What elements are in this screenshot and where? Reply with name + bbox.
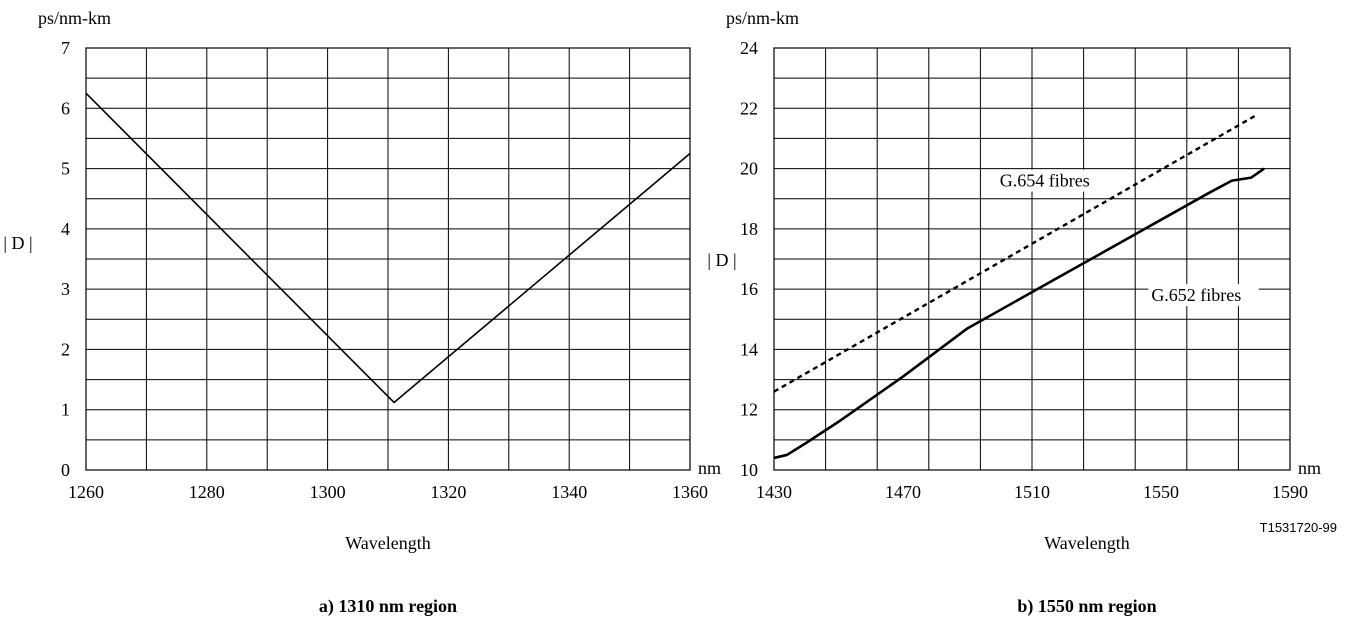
b-line-g-652-fibres (773, 167, 1265, 460)
b-x-tick-label: 1550 (1143, 482, 1179, 502)
b-series-label: G.652 fibres (1151, 285, 1241, 305)
b-y-axis-label: | D | (707, 250, 736, 270)
a-y-tick-label: 0 (61, 460, 70, 480)
b-x-tick-label: 1430 (756, 482, 792, 502)
b-x-tick-label: 1510 (1014, 482, 1050, 502)
b-label-bg (996, 169, 1108, 192)
b-label-bg (1148, 284, 1259, 307)
b-y-tick-label: 14 (740, 339, 758, 359)
a-y-tick-label: 1 (61, 400, 70, 420)
a-x-tick-label: 1360 (672, 482, 708, 502)
a-y-tick-label: 4 (61, 219, 70, 239)
a-y-tick-label: 5 (61, 159, 70, 179)
b-x-unit-label: nm (1298, 458, 1321, 478)
b-y-tick-label: 24 (740, 38, 758, 58)
a-x-tick-label: 1300 (310, 482, 346, 502)
a-x-unit-label: nm (698, 458, 721, 478)
a-x-tick-label: 1320 (430, 482, 466, 502)
b-y-tick-label: 16 (740, 279, 758, 299)
b-x-axis-label: Wavelength (1044, 533, 1130, 553)
a-line-series-0 (85, 92, 691, 404)
a-x-tick-label: 1280 (189, 482, 225, 502)
a-x-tick-label: 1260 (68, 482, 104, 502)
a-y-tick-label: 2 (61, 339, 70, 359)
b-plot-frame (773, 47, 1291, 471)
a-x-tick-label: 1340 (551, 482, 587, 502)
a-y-axis-label: | D | (3, 233, 32, 253)
b-y-tick-label: 20 (740, 159, 758, 179)
b-panel-label: b) 1550 nm region (1017, 596, 1156, 617)
b-series-label: G.654 fibres (1000, 171, 1090, 191)
b-x-tick-label: 1470 (885, 482, 921, 502)
a-y-tick-label: 3 (61, 279, 70, 299)
a-y-unit-label: ps/nm-km (38, 8, 111, 28)
a-panel-label: a) 1310 nm region (319, 596, 457, 617)
a-x-axis-label: Wavelength (345, 533, 431, 553)
a-y-tick-label: 7 (61, 38, 70, 58)
b-line-g-654-fibres (773, 113, 1259, 393)
a-plot-frame (85, 47, 691, 471)
b-x-tick-label: 1590 (1272, 482, 1308, 502)
b-y-tick-label: 22 (740, 98, 758, 118)
b-y-tick-label: 12 (740, 400, 758, 420)
figure-id: T1531720-99 (1260, 520, 1337, 535)
a-y-tick-label: 6 (61, 98, 70, 118)
b-y-tick-label: 10 (740, 460, 758, 480)
b-y-tick-label: 18 (740, 219, 758, 239)
b-y-unit-label: ps/nm-km (726, 8, 799, 28)
